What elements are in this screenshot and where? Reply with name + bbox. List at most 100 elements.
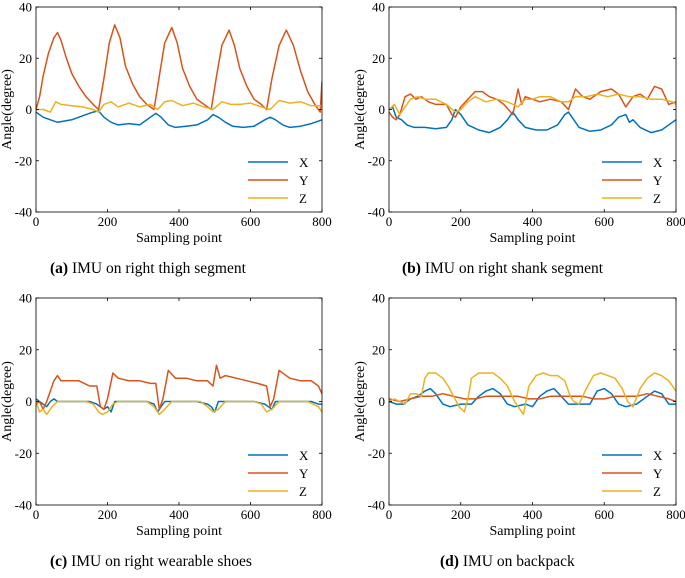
- caption-b-label: (b): [402, 260, 421, 277]
- caption-b: (b) IMU on right shank segment: [402, 260, 603, 278]
- caption-c-text: IMU on right wearable shoes: [71, 553, 252, 570]
- chart-c-series-z: [36, 400, 322, 416]
- chart-b-xtick-label: 200: [451, 214, 471, 229]
- chart-d-xtick-label: 600: [595, 507, 615, 522]
- chart-a-series-group: [36, 24, 322, 129]
- chart-b-legend: XYZ: [602, 155, 663, 206]
- chart-d-ytick-label: -40: [368, 498, 385, 513]
- chart-b-ytick-label: 20: [372, 51, 385, 66]
- chart-a-ylabel: Angle(degree): [0, 69, 15, 150]
- chart-a-ytick-label: -20: [15, 153, 32, 168]
- chart-b-legend-label-y: Y: [653, 173, 663, 188]
- chart-c-xtick-label: 400: [169, 507, 189, 522]
- chart-d-series-x: [389, 387, 676, 408]
- chart-a-ytick-label: 0: [26, 102, 33, 117]
- chart-d-ylabel: Angle(degree): [353, 361, 368, 442]
- caption-d-text: IMU on backpack: [462, 553, 575, 570]
- chart-a-ytick-label: -40: [15, 205, 32, 220]
- chart-b-ytick-label: 0: [379, 102, 386, 117]
- chart-c-legend-label-x: X: [299, 448, 309, 463]
- chart-a-ytick-label: 20: [19, 51, 32, 66]
- chart-b-series-group: [389, 85, 676, 134]
- chart-b-ytick-label: -40: [368, 205, 385, 220]
- caption-d-label: (d): [440, 553, 459, 570]
- chart-c-ytick-label: 0: [26, 394, 33, 409]
- chart-d-ytick-label: 20: [372, 342, 385, 357]
- chart-b-xtick-label: 800: [666, 214, 685, 229]
- chart-a-xtick-label: 200: [98, 214, 118, 229]
- chart-d-ytick-label: 0: [379, 394, 386, 409]
- chart-c-xtick-label: 200: [98, 507, 118, 522]
- chart-b-ytick-label: -20: [368, 153, 385, 168]
- chart-d-series-z: [389, 372, 676, 416]
- chart-d-xtick-label: 200: [451, 507, 471, 522]
- chart-a-series-y: [36, 24, 322, 113]
- chart-d-series-y: [389, 392, 676, 403]
- chart-b-xtick-label: 600: [595, 214, 615, 229]
- chart-d-legend: XYZ: [602, 448, 663, 499]
- chart-c-ytick-label: 20: [19, 342, 32, 357]
- chart-a-xtick-label: 0: [33, 214, 40, 229]
- chart-b-legend-label-x: X: [653, 155, 663, 170]
- chart-b-series-y: [389, 85, 676, 121]
- chart-d-xtick-label: 800: [666, 507, 685, 522]
- chart-a-xlabel: Sampling point: [136, 231, 222, 246]
- chart-d-ytick-label: 40: [372, 291, 385, 306]
- chart-b-series-z: [389, 93, 676, 116]
- chart-c-xtick-label: 600: [241, 507, 261, 522]
- caption-c-label: (c): [50, 553, 68, 570]
- chart-c-legend: XYZ: [248, 448, 309, 499]
- chart-a-series-x: [36, 110, 322, 129]
- caption-c: (c) IMU on right wearable shoes: [50, 553, 252, 571]
- chart-c-ylabel: Angle(degree): [0, 361, 15, 442]
- chart-c-xtick-label: 800: [312, 507, 332, 522]
- chart-b-xtick-label: 0: [386, 214, 393, 229]
- chart-c-series-group: [36, 364, 322, 416]
- caption-b-text: IMU on right shank segment: [424, 260, 604, 277]
- chart-a-xtick-label: 400: [169, 214, 189, 229]
- caption-d: (d) IMU on backpack: [440, 553, 575, 571]
- chart-a-ytick-label: 40: [19, 0, 32, 15]
- chart-d-series-group: [389, 372, 676, 416]
- chart-a-legend-label-y: Y: [299, 173, 309, 188]
- chart-c-ytick-label: 40: [19, 291, 32, 306]
- chart-a-legend: XYZ: [248, 155, 309, 206]
- chart-c-legend-label-y: Y: [299, 466, 309, 481]
- chart-c-series-y: [36, 364, 322, 411]
- chart-b-xlabel: Sampling point: [490, 231, 576, 246]
- chart-b-series-x: [389, 106, 676, 134]
- chart-d-xtick-label: 400: [523, 507, 543, 522]
- chart-c-legend-label-z: Z: [299, 484, 307, 499]
- chart-b-ytick-label: 40: [372, 0, 385, 15]
- chart-b-axes-box: [388, 6, 677, 213]
- chart-d-xtick-label: 0: [386, 507, 393, 522]
- chart-a-xtick-label: 800: [312, 214, 332, 229]
- chart-d-axes-box: [388, 297, 677, 506]
- chart-a-axes-box: [35, 6, 323, 213]
- chart-a-series-z: [36, 99, 322, 113]
- chart-b-ylabel: Angle(degree): [353, 69, 368, 150]
- chart-a-legend-label-x: X: [299, 155, 309, 170]
- chart-c-xtick-label: 0: [33, 507, 40, 522]
- chart-d-ytick-label: -20: [368, 446, 385, 461]
- chart-d-xlabel: Sampling point: [490, 524, 576, 539]
- chart-c-ytick-label: -20: [15, 446, 32, 461]
- chart-b-xtick-label: 400: [523, 214, 543, 229]
- chart-d-legend-label-y: Y: [653, 466, 663, 481]
- caption-a-label: (a): [50, 260, 69, 277]
- chart-a-legend-label-z: Z: [299, 191, 307, 206]
- caption-a: (a) IMU on right thigh segment: [50, 260, 246, 278]
- caption-a-text: IMU on right thigh segment: [71, 260, 246, 277]
- chart-a-xtick-label: 600: [241, 214, 261, 229]
- chart-d-legend-label-z: Z: [653, 484, 661, 499]
- chart-c-xlabel: Sampling point: [136, 524, 222, 539]
- chart-b-legend-label-z: Z: [653, 191, 661, 206]
- chart-c-ytick-label: -40: [15, 498, 32, 513]
- chart-d-legend-label-x: X: [653, 448, 663, 463]
